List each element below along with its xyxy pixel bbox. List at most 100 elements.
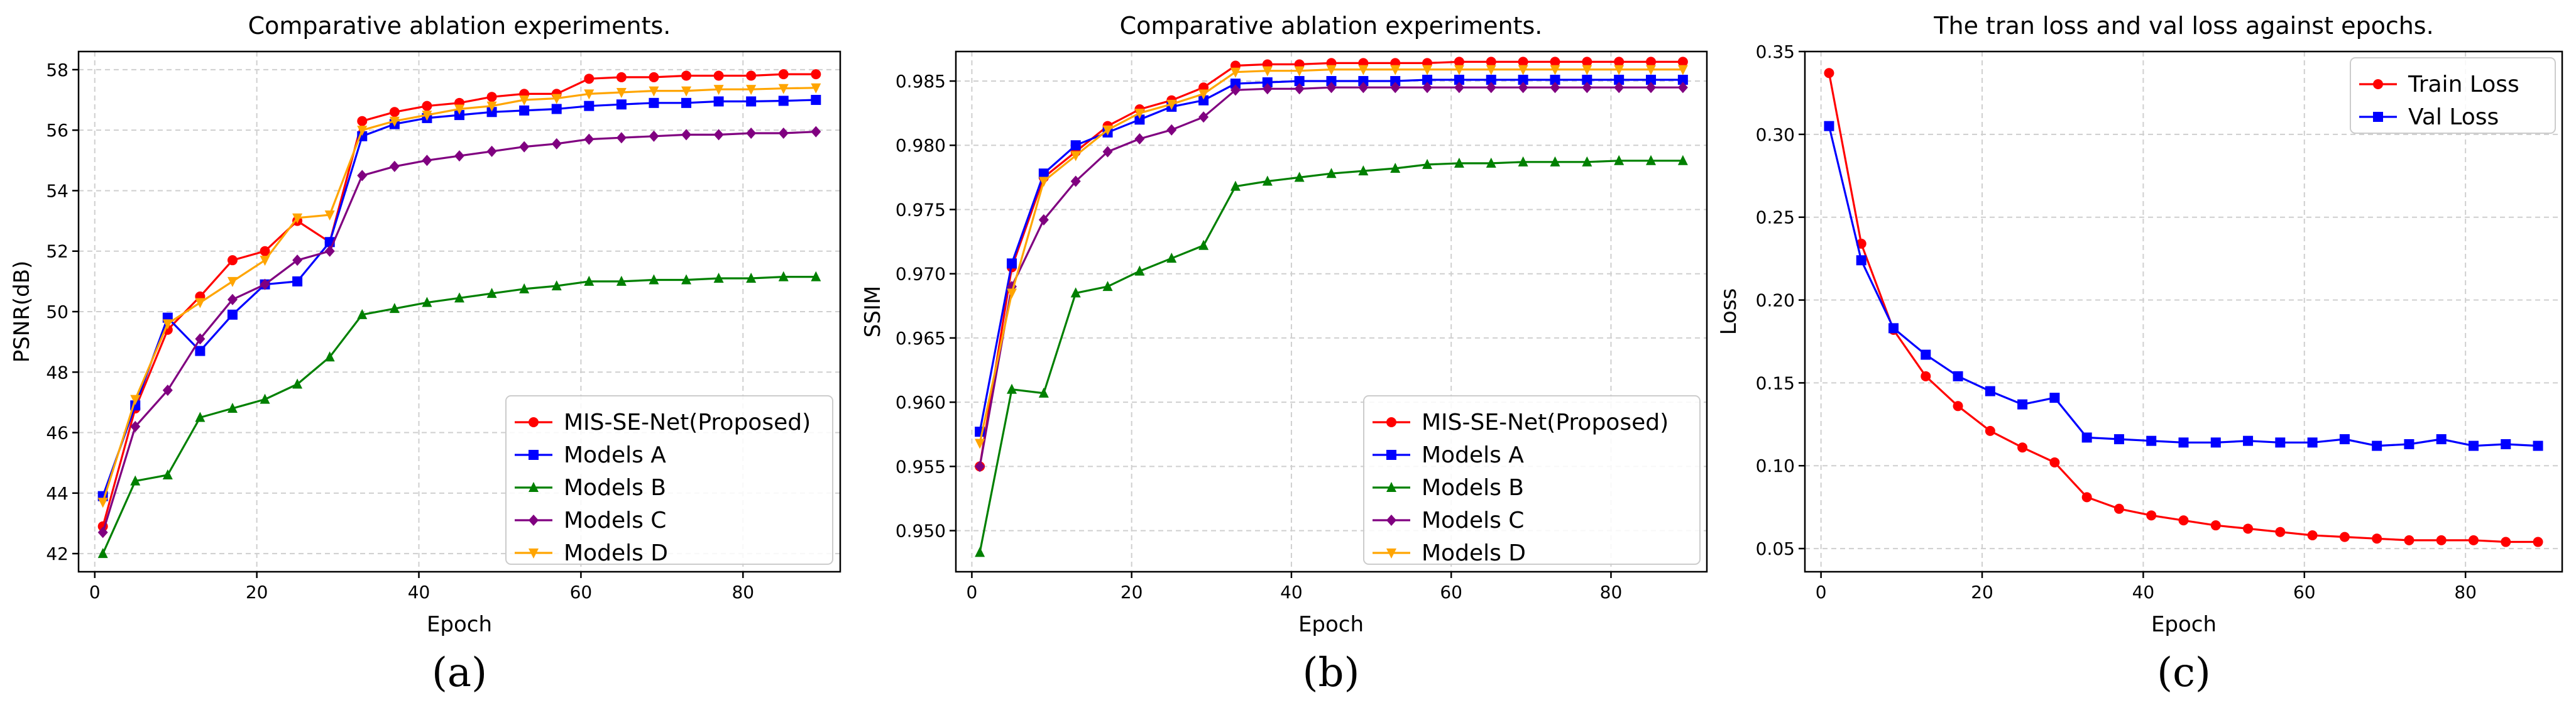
series-models-d [975,65,1688,449]
x-tick-label: 60 [1440,582,1462,603]
legend-marker [1386,417,1396,427]
data-point-models-d [811,83,821,94]
x-tick-label: 20 [246,582,268,603]
data-point-models-c [1166,124,1177,136]
legend-label: MIS-SE-Net(Proposed) [564,410,811,435]
data-point-models-b [1294,172,1305,182]
data-point-models-a [1486,74,1496,85]
data-point-val-loss [2146,435,2157,446]
data-point-models-a [713,96,724,107]
data-point-models-d [1550,65,1560,75]
data-point-models-d [195,298,206,308]
legend-marker [1386,482,1396,492]
data-point-train-loss [2243,523,2254,534]
x-tick-label: 60 [570,582,593,603]
data-point-models-c [1038,214,1049,226]
data-point-models-a [811,95,821,106]
series-group [97,69,821,559]
data-point-models-b [1070,287,1081,298]
y-tick-label: 0.35 [1756,41,1795,62]
legend: Train Loss Val Loss [2350,57,2556,134]
data-point-models-b [130,475,141,486]
data-point-models-d [1486,65,1496,75]
data-point-models-c [1294,83,1305,95]
legend-label: Val Loss [2408,104,2499,130]
data-point-models-d [1198,89,1209,100]
data-point-models-a [1677,74,1688,85]
data-point-models-d [1390,65,1401,75]
data-point-models-b [1358,165,1369,176]
data-point-models-a [778,96,789,106]
series-models-c [975,82,1688,472]
data-point-models-b [551,280,562,291]
data-point-models-c [1614,82,1625,94]
data-point-train-loss [2501,537,2511,547]
data-point-models-c [389,160,400,172]
data-point-models-c [357,170,368,182]
data-point-models-a [1646,74,1657,85]
data-point-models-b [1134,265,1145,276]
series-models-b [97,271,821,559]
data-point-val-loss [2372,440,2382,451]
panel-caption: (a) [432,650,487,696]
data-point-train-loss [2404,535,2414,545]
data-point-val-loss [2049,393,2060,403]
data-point-mis-se-net-proposed [746,70,757,81]
data-point-models-b [227,403,238,413]
data-point-models-c [616,132,627,144]
data-point-models-a [746,96,757,107]
legend-item-mis-se-net-proposed: MIS-SE-Net(Proposed) [1373,410,1669,435]
y-tick-label: 48 [46,362,69,383]
legend-marker [529,450,539,460]
data-point-models-d [1646,65,1657,75]
data-point-mis-se-net-proposed [422,101,432,111]
legend: MIS-SE-Net(Proposed) Models A Models B Mode… [505,395,833,566]
data-point-models-d [616,87,627,98]
x-tick-label: 20 [1121,582,1143,603]
data-point-train-loss [1824,68,1834,79]
data-point-models-b [1166,253,1177,263]
data-point-train-loss [2533,537,2543,547]
data-point-models-c [1422,82,1433,94]
tick-group: 0 20 40 60 80 0.05 0.10 0.15 0.20 0.25 0.30 0.35 [1756,41,2477,603]
data-point-mis-se-net-proposed [1518,57,1528,67]
data-point-train-loss [1921,371,1931,381]
x-tick-label: 0 [89,582,101,603]
data-point-models-b [97,548,108,559]
y-tick-label: 0.05 [1756,538,1795,559]
data-point-mis-se-net-proposed [227,255,238,266]
data-point-models-b [1198,239,1209,250]
data-point-models-b [1006,383,1017,394]
data-point-models-b [357,308,368,319]
y-tick-label: 0.25 [1756,207,1795,228]
data-point-models-d [422,111,432,121]
series-models-b [975,155,1688,557]
legend-item-models-b: Models B [1373,475,1524,501]
data-point-models-d [975,439,985,449]
legend-marker [2373,79,2383,89]
data-point-train-loss [2372,533,2382,544]
legend-marker [529,549,539,559]
data-point-models-c [1677,82,1688,94]
data-point-models-c [1262,83,1273,95]
data-point-val-loss [2178,437,2189,448]
x-tick-label: 40 [408,582,430,603]
data-point-mis-se-net-proposed [1614,57,1625,67]
legend-label: Models C [564,508,666,533]
data-point-models-d [1038,177,1049,187]
data-point-mis-se-net-proposed [1454,57,1464,67]
y-axis-label: PSNR(dB) [9,261,35,363]
data-point-models-d [746,85,757,96]
data-point-models-c [1230,84,1241,96]
data-point-models-c [975,461,985,472]
data-point-models-c [324,245,335,257]
data-point-models-c [1326,82,1337,94]
legend-item-models-d: Models D [1373,540,1526,566]
x-tick-label: 80 [1600,582,1623,603]
data-point-models-a [1006,258,1017,269]
legend-marker [1386,515,1396,526]
plot-frame [1804,50,2563,573]
legend-label: Models D [1422,540,1526,566]
y-tick-label: 52 [46,241,69,262]
x-axis-label: Epoch [427,612,492,637]
